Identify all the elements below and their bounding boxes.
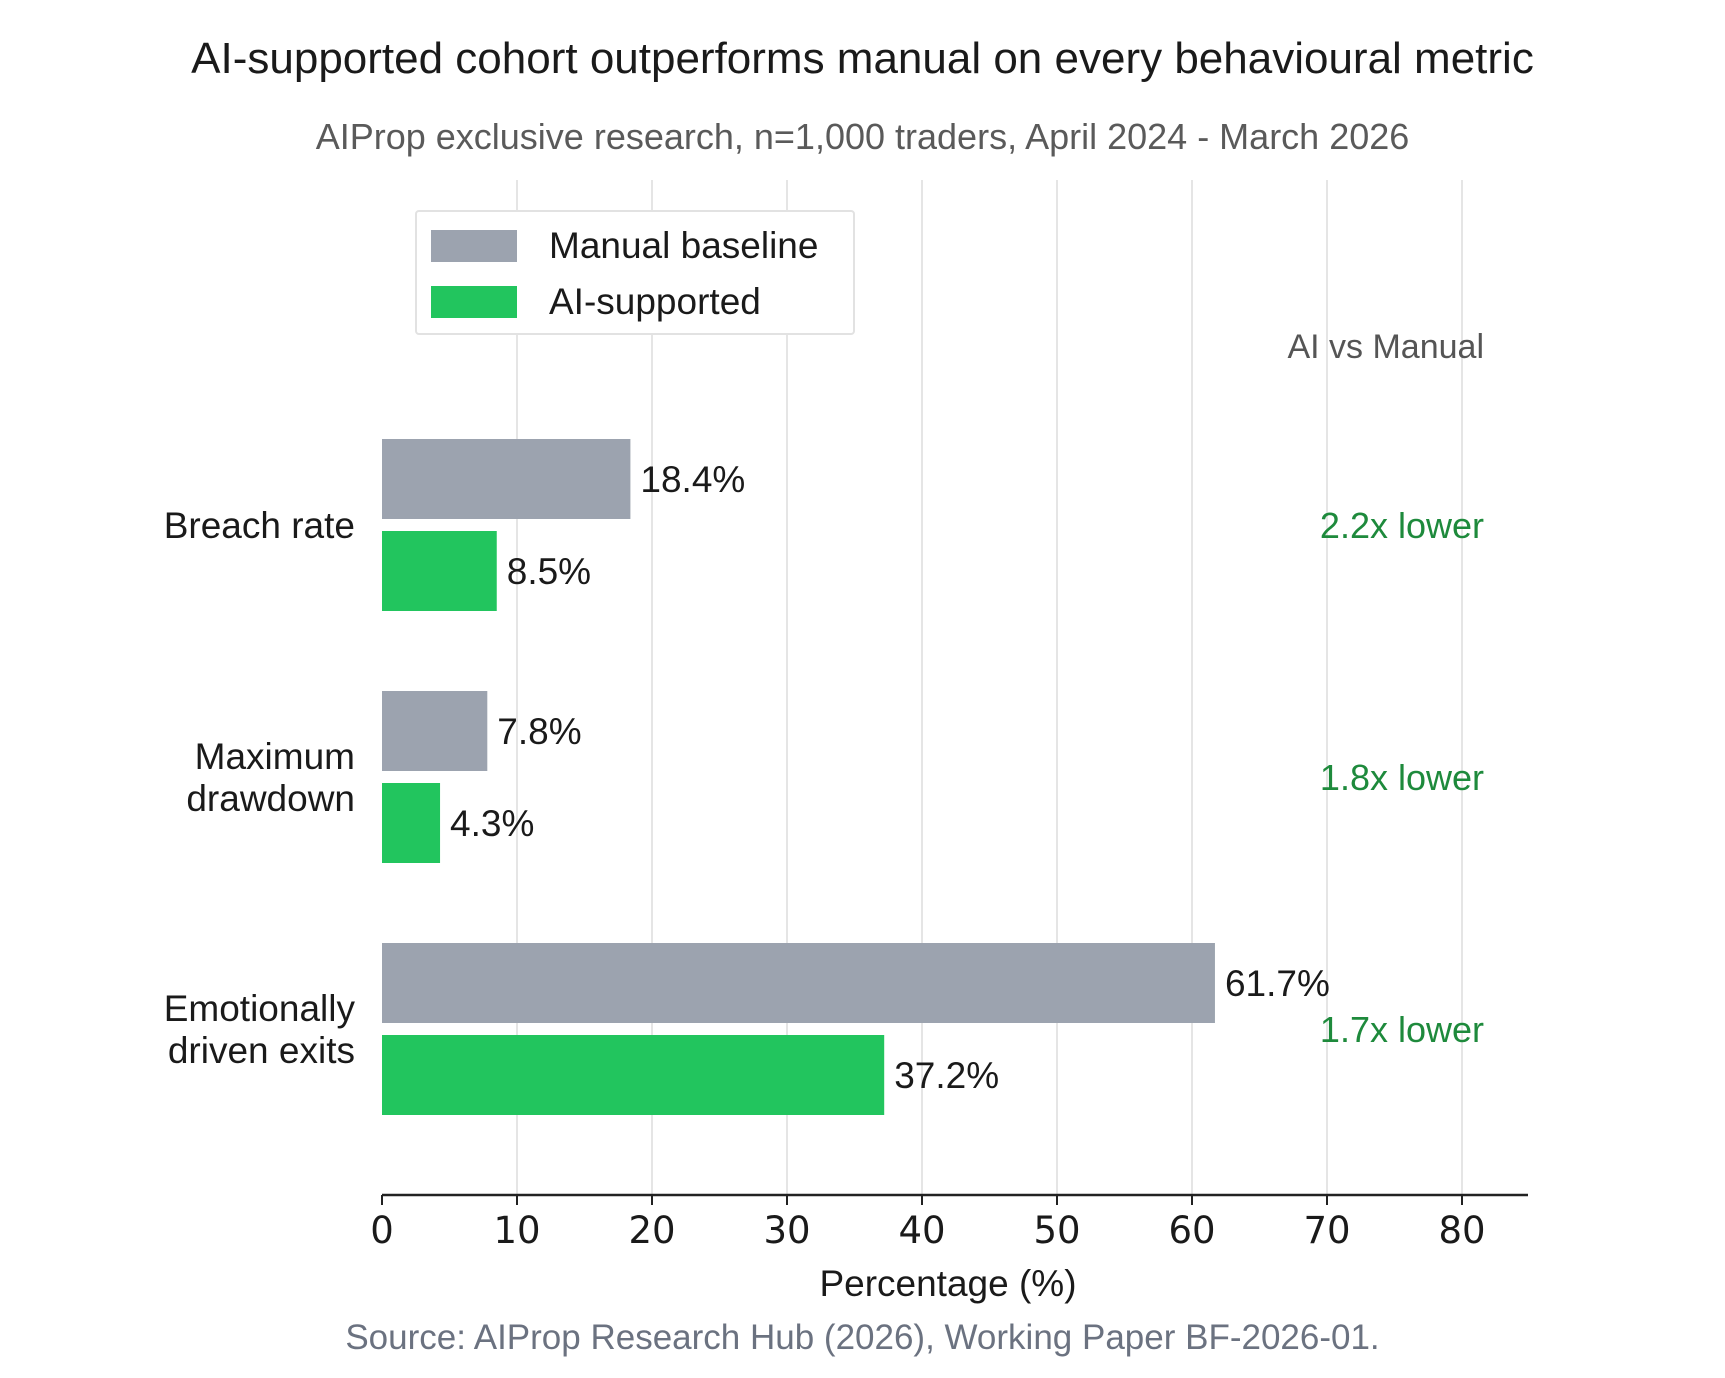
legend-item-ai: AI-supported — [431, 281, 761, 322]
legend-label-ai: AI-supported — [549, 281, 761, 322]
legend-label-manual: Manual baseline — [549, 225, 819, 266]
legend: Manual baseline AI-supported — [415, 210, 855, 335]
annotation-header: AI vs Manual — [1287, 328, 1484, 366]
chart-subtitle: AIProp exclusive research, n=1,000 trade… — [315, 116, 1410, 157]
category-label: Breach rate — [164, 505, 355, 546]
bar-manual — [382, 691, 488, 771]
ratio-annotation: 1.7x lower — [1320, 1009, 1484, 1050]
chart-title: AI-supported cohort outperforms manual o… — [191, 34, 1534, 83]
data-label: 37.2% — [894, 1055, 999, 1096]
legend-item-manual: Manual baseline — [431, 225, 819, 266]
x-axis-label: Percentage (%) — [819, 1263, 1076, 1304]
source-note: Source: AIProp Research Hub (2026), Work… — [345, 1318, 1380, 1357]
data-label: 8.5% — [507, 551, 591, 592]
ratio-annotation: 2.2x lower — [1320, 505, 1484, 546]
x-tick-label: 40 — [898, 1209, 945, 1252]
category-label: driven exits — [168, 1030, 355, 1071]
bar-ai — [382, 1035, 885, 1115]
category-label: Maximum — [195, 736, 355, 777]
data-label: 7.8% — [497, 711, 581, 752]
data-label: 61.7% — [1225, 963, 1330, 1004]
category-label: drawdown — [186, 778, 355, 819]
ratio-annotation: 1.8x lower — [1320, 757, 1484, 798]
bar-ai — [382, 531, 497, 611]
x-tick-label: 10 — [493, 1209, 540, 1252]
data-label: 4.3% — [450, 803, 534, 844]
x-tick-label: 30 — [763, 1209, 810, 1252]
data-label: 18.4% — [640, 459, 745, 500]
bar-manual — [382, 439, 631, 519]
bar-manual — [382, 943, 1215, 1023]
x-tick-label: 70 — [1303, 1209, 1350, 1252]
x-tick-label: 50 — [1033, 1209, 1080, 1252]
legend-swatch-ai — [431, 286, 517, 318]
x-tick-label: 80 — [1438, 1209, 1485, 1252]
x-tick-label: 20 — [628, 1209, 675, 1252]
bar-ai — [382, 783, 441, 863]
category-label: Emotionally — [164, 988, 356, 1029]
legend-swatch-manual — [431, 230, 517, 262]
x-tick-label: 60 — [1168, 1209, 1215, 1252]
x-tick-label: 0 — [370, 1209, 394, 1252]
